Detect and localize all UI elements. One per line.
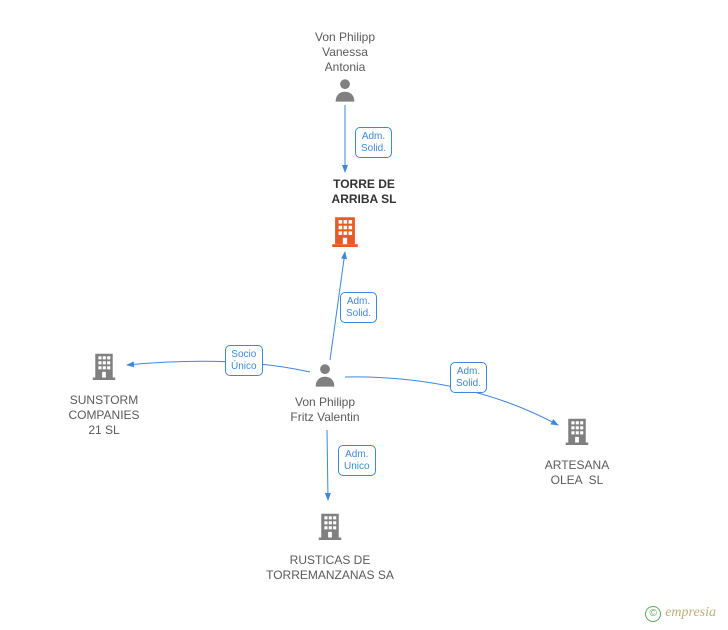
edge-person-bottom-to-bottom [327,430,328,500]
edge-label-adm-solid-1: Adm. Solid. [355,127,392,158]
node-label-artesana: ARTESANA OLEA SL [545,458,609,488]
node-label-von-philipp-fritz: Von Philipp Fritz Valentin [290,395,359,425]
edge-label-adm-solid-2: Adm. Solid. [340,292,377,323]
node-label-rusticas: RUSTICAS DE TORREMANZANAS SA [266,553,394,583]
building-icon [315,510,345,545]
person-icon [311,361,339,394]
watermark-text: empresia [665,605,716,620]
building-icon [89,350,119,385]
node-label-torre-de-arriba: TORRE DE ARRIBA SL [332,177,397,207]
watermark: © empresia [645,605,716,622]
building-icon [562,415,592,450]
edge-label-adm-solid-3: Adm. Solid. [450,362,487,393]
edge-label-adm-unico: Adm. Unico [338,445,376,476]
edge-person-bottom-to-left [127,361,310,372]
building-highlight-icon [328,213,362,252]
edge-label-socio-unico: Socio Único [225,345,263,376]
node-label-sunstorm: SUNSTORM COMPANIES 21 SL [68,393,139,438]
person-icon [331,76,359,109]
copyright-icon: © [645,606,661,622]
node-label-von-philipp-vanessa: Von Philipp Vanessa Antonia [315,30,375,75]
